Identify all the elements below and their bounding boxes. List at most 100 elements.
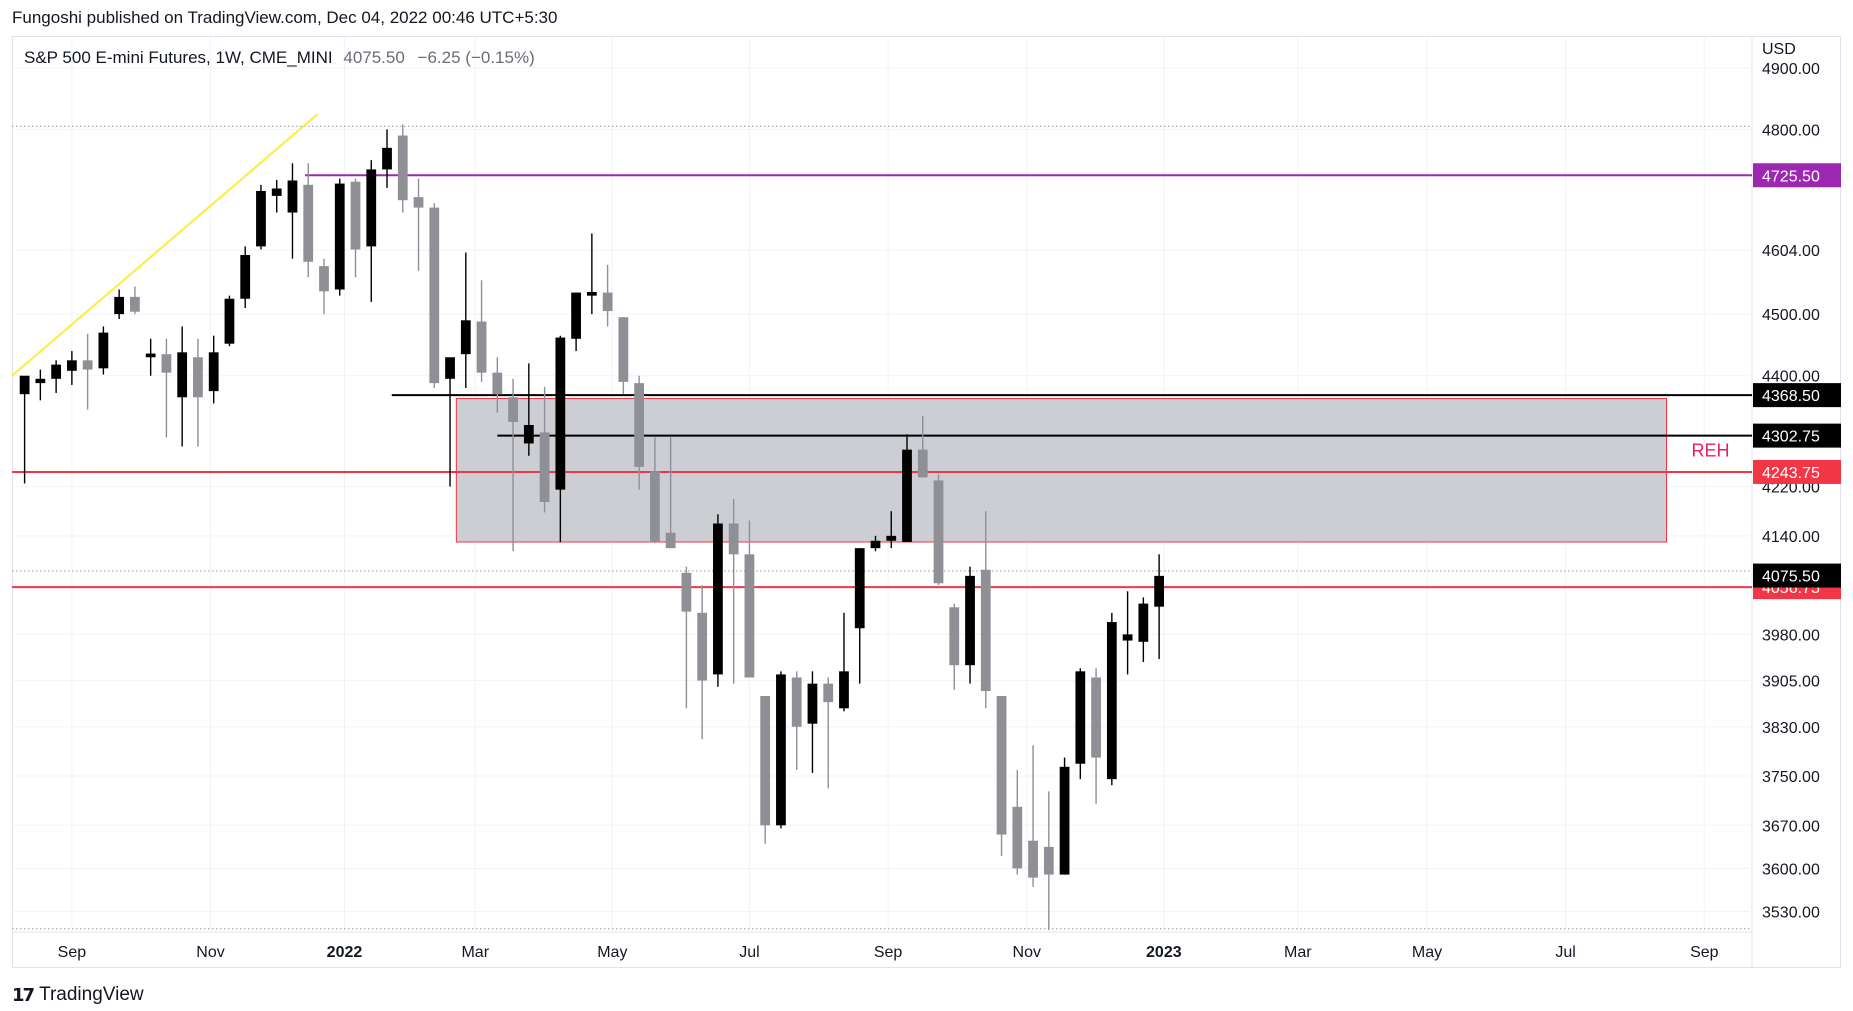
candle [1075,668,1086,780]
candle-body [839,671,849,709]
candle [571,292,581,352]
candle [713,514,723,687]
price-tick-label: 4604.00 [1762,243,1820,260]
candle [807,671,818,773]
price-tick-label: 4500.00 [1762,307,1820,324]
candle [51,360,62,393]
candle [681,566,692,709]
candle-body [334,183,345,290]
candle-body [650,471,660,543]
candle-body [965,575,975,666]
candle-body [161,354,172,373]
candle [602,264,613,327]
candle [917,415,928,478]
candle [303,163,314,278]
price-tick-label: 3530.00 [1762,905,1820,922]
candle [839,612,849,712]
level-price-label: 4243.75 [1762,465,1820,482]
trend-line [11,113,319,377]
time-tick-label: Jul [1555,944,1575,961]
time-tick-label: Nov [196,944,224,961]
candle [350,178,361,278]
candle-body [586,291,597,296]
candle [1091,668,1101,804]
candle-body [870,540,881,549]
candle [697,585,708,740]
candle-body [697,612,708,681]
candle-body [1122,634,1133,641]
tradingview-logo-icon: 17 [12,984,35,1006]
time-tick-label: 2023 [1146,944,1182,961]
candle-body [476,321,487,373]
candle-body [1106,622,1117,780]
candle [319,258,329,315]
candle-body [350,181,361,250]
candle [949,603,960,690]
candle [665,437,676,549]
candle-body [1091,677,1101,758]
candle [523,363,534,456]
candle [965,566,975,684]
price-tick-label: 4400.00 [1762,369,1820,386]
price-tick-label: 3750.00 [1762,769,1820,786]
candle-body [193,357,203,398]
candle-body [713,523,723,675]
candle [776,671,786,829]
candle-body [66,360,77,371]
candle-body [886,535,897,541]
candle-body [854,548,865,629]
candle-body [523,424,534,444]
symbol-title[interactable]: S&P 500 E-mini Futures, 1W, CME_MINI [24,48,333,67]
candle-body [413,197,424,208]
price-tick-label: 3600.00 [1762,861,1820,878]
candle [287,163,298,259]
candle [933,474,944,586]
candle-body [555,337,566,490]
candle-body [1028,840,1038,878]
level-price-label-bg [1753,423,1841,448]
candle [82,333,93,410]
candle-body [240,255,251,299]
price-tick-label: 3980.00 [1762,627,1820,644]
tradingview-brand[interactable]: 17 TradingView [12,984,144,1006]
level-price-label: 4725.50 [1762,168,1820,185]
brand-name: TradingView [39,984,144,1005]
candle [650,437,660,544]
publish-info: Fungoshi published on TradingView.com, D… [12,8,558,27]
candle-body [98,332,109,369]
candle [208,335,219,404]
level-price-label: 4302.75 [1762,429,1820,446]
candle [19,375,30,484]
candle-body [397,135,408,201]
candle [586,233,597,315]
candle [130,286,140,315]
price-tick-label: 3670.00 [1762,818,1820,835]
candle-body [177,352,188,398]
candle-body [1075,671,1086,764]
candle [1043,791,1054,930]
candle-body [492,372,503,395]
candle [397,124,408,213]
candle [413,178,424,272]
candle [445,357,455,487]
time-tick-label: Sep [58,944,87,961]
candle [902,434,912,543]
chart-frame [12,36,1841,968]
candle-body [996,695,1007,835]
level-price-label-bg [1753,163,1841,188]
candle-body [602,292,613,312]
candle-body [634,383,645,467]
candle [1138,597,1149,663]
time-tick-label: Jul [739,944,759,961]
candle [618,317,629,395]
price-tick-label: 3830.00 [1762,720,1820,737]
candle-body [287,180,298,213]
candle [145,338,156,376]
time-tick-label: Mar [461,944,489,961]
candle-body [665,532,676,549]
candle [256,184,266,250]
candle [1028,745,1038,887]
candle [429,203,440,389]
candle-body [382,147,392,170]
